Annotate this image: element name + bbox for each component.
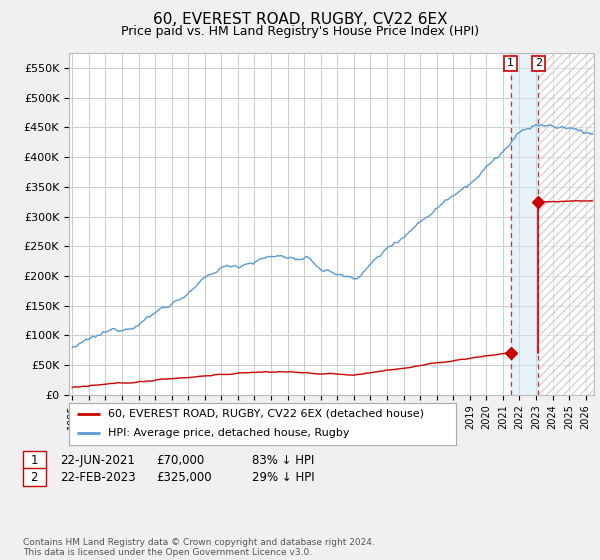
Text: 29% ↓ HPI: 29% ↓ HPI	[252, 470, 314, 484]
Text: 22-FEB-2023: 22-FEB-2023	[60, 470, 136, 484]
Text: 83% ↓ HPI: 83% ↓ HPI	[252, 454, 314, 467]
Text: 1: 1	[507, 58, 514, 68]
Text: £325,000: £325,000	[156, 470, 212, 484]
Text: 60, EVEREST ROAD, RUGBY, CV22 6EX (detached house): 60, EVEREST ROAD, RUGBY, CV22 6EX (detac…	[108, 409, 424, 419]
Text: 22-JUN-2021: 22-JUN-2021	[60, 454, 135, 467]
Bar	[538, 53, 594, 395]
Text: 1: 1	[31, 454, 38, 467]
Text: 2: 2	[31, 470, 38, 484]
Text: 60, EVEREST ROAD, RUGBY, CV22 6EX: 60, EVEREST ROAD, RUGBY, CV22 6EX	[152, 12, 448, 27]
Text: 2: 2	[535, 58, 542, 68]
Text: £70,000: £70,000	[156, 454, 204, 467]
Text: Price paid vs. HM Land Registry's House Price Index (HPI): Price paid vs. HM Land Registry's House …	[121, 25, 479, 38]
Text: Contains HM Land Registry data © Crown copyright and database right 2024.
This d: Contains HM Land Registry data © Crown c…	[23, 538, 374, 557]
Text: HPI: Average price, detached house, Rugby: HPI: Average price, detached house, Rugb…	[108, 428, 349, 438]
